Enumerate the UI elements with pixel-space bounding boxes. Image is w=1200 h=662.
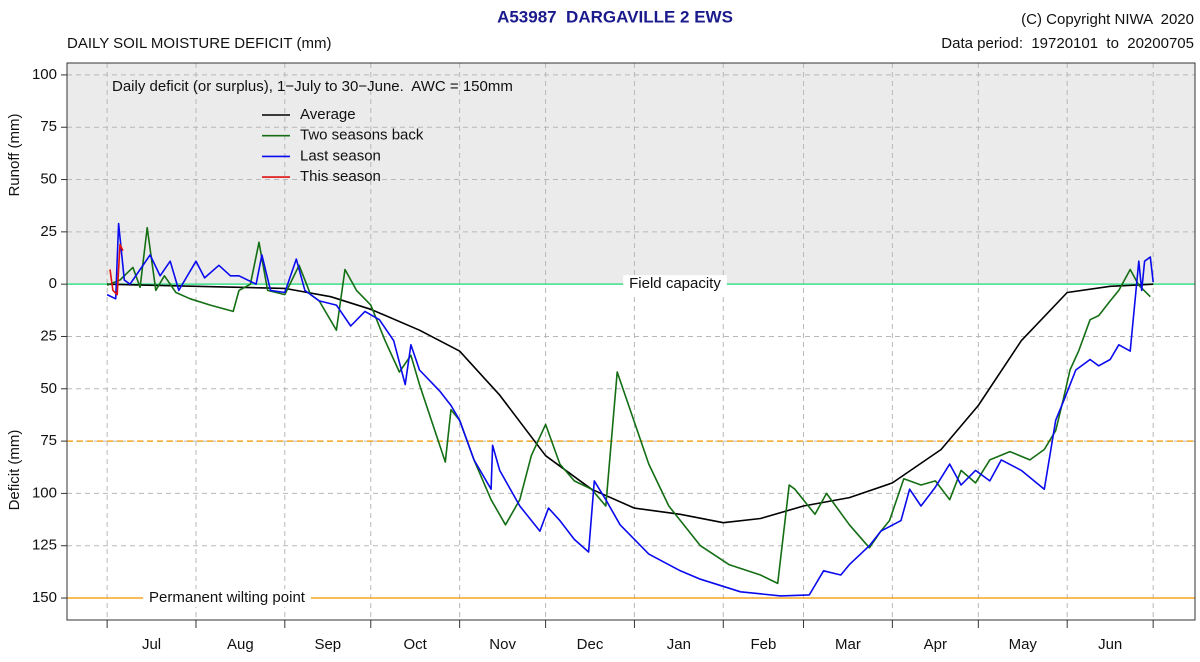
y-tick-label: 25 — [40, 327, 57, 344]
y-axis-label: Runoff (mm) — [6, 113, 23, 196]
series-line — [109, 243, 124, 296]
x-tick-label: Feb — [750, 636, 776, 653]
x-tick-label: Dec — [577, 636, 604, 653]
reference-label: Permanent wilting point — [149, 589, 306, 606]
y-tick-label: 50 — [40, 171, 57, 188]
x-tick-label: Jun — [1098, 636, 1122, 653]
legend-label: Average — [300, 106, 356, 123]
y-tick-label: 25 — [40, 223, 57, 240]
legend-label: Two seasons back — [300, 127, 424, 144]
x-tick-label: Apr — [924, 636, 947, 653]
y-tick-label: 100 — [32, 66, 57, 83]
x-tick-label: May — [1009, 636, 1038, 653]
y-tick-label: 50 — [40, 380, 57, 397]
series-line — [107, 283, 1154, 524]
annotation: Daily deficit (or surplus), 1−July to 30… — [112, 78, 513, 95]
y-tick-label: 150 — [32, 589, 57, 606]
chart-subtitle: DAILY SOIL MOISTURE DEFICIT (mm) — [67, 35, 331, 52]
legend-label: This season — [300, 168, 381, 185]
label-background — [143, 589, 311, 608]
y-tick-label: 75 — [40, 432, 57, 449]
legend-label: Last season — [300, 147, 381, 164]
x-tick-label: Mar — [835, 636, 861, 653]
y-axis-label: Deficit (mm) — [6, 430, 23, 511]
surplus-background — [67, 63, 1195, 285]
x-tick-label: Aug — [227, 636, 254, 653]
copyright: (C) Copyright NIWA 2020 — [1021, 11, 1194, 28]
x-tick-label: Oct — [404, 636, 428, 653]
series-line — [106, 226, 1151, 585]
x-tick-label: Sep — [314, 636, 341, 653]
y-tick-label: 100 — [32, 484, 57, 501]
plot-frame — [66, 62, 1196, 621]
reference-label: Field capacity — [629, 275, 721, 292]
y-tick-label: 125 — [32, 537, 57, 554]
y-tick-label: 0 — [49, 275, 57, 292]
data-period: Data period: 19720101 to 20200705 — [941, 35, 1194, 52]
chart-title: A53987 DARGAVILLE 2 EWS — [497, 7, 733, 26]
x-tick-label: Jan — [667, 636, 691, 653]
label-background — [623, 275, 727, 294]
y-tick-label: 75 — [40, 118, 57, 135]
series-line — [106, 222, 1154, 597]
x-tick-label: Jul — [142, 636, 161, 653]
x-tick-label: Nov — [489, 636, 516, 653]
